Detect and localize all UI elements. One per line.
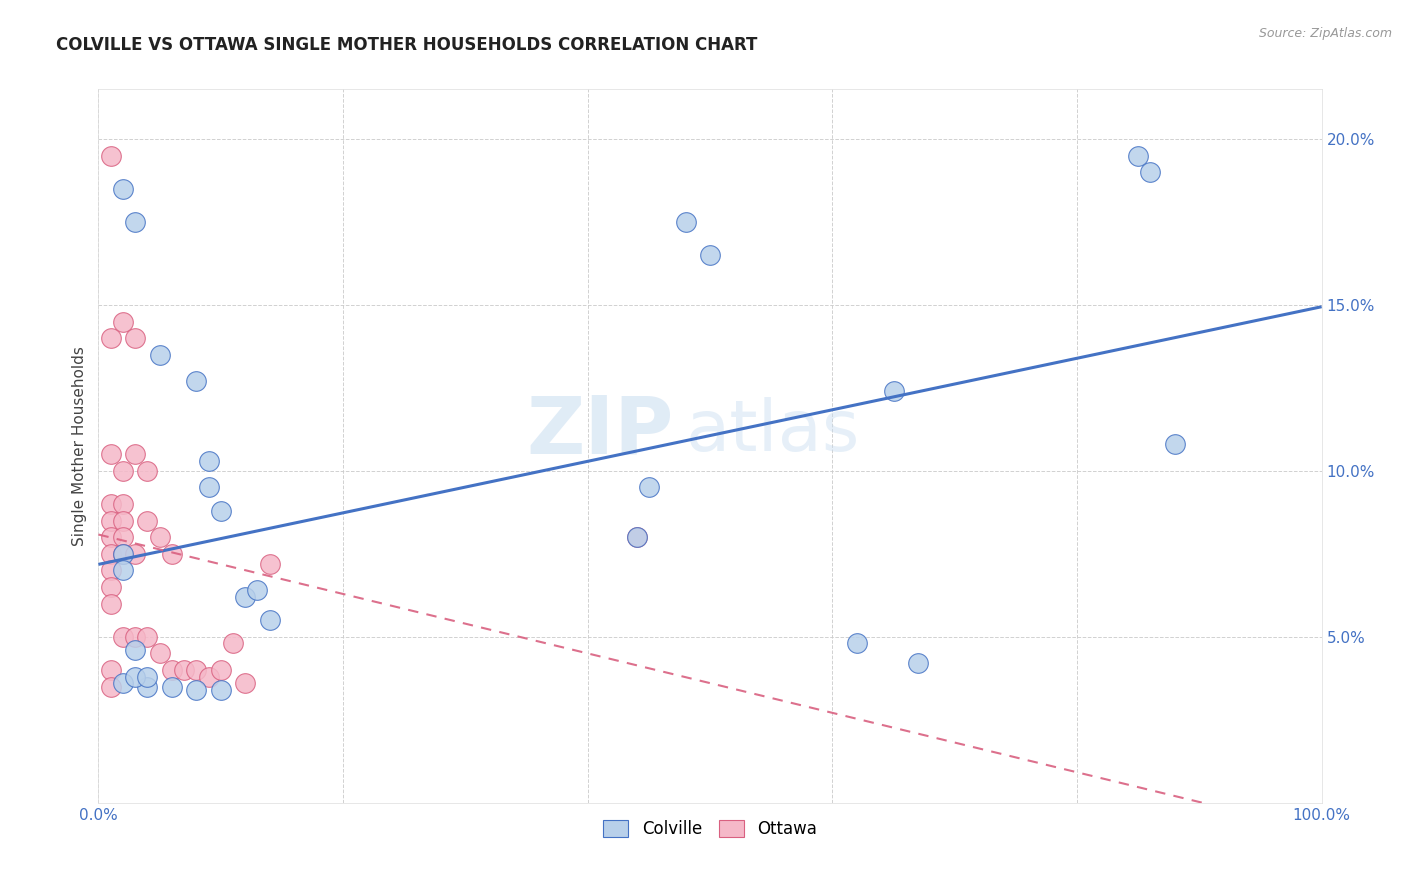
Text: Source: ZipAtlas.com: Source: ZipAtlas.com xyxy=(1258,27,1392,40)
Point xyxy=(246,583,269,598)
Point xyxy=(100,514,122,528)
Point xyxy=(136,670,159,684)
Point xyxy=(136,514,159,528)
Point xyxy=(197,454,219,468)
Point xyxy=(111,564,134,578)
Point xyxy=(1128,148,1150,162)
Point xyxy=(111,676,134,690)
Point xyxy=(845,636,868,650)
Point xyxy=(111,514,134,528)
Point xyxy=(1139,165,1161,179)
Point xyxy=(209,504,232,518)
Point xyxy=(124,547,146,561)
Point xyxy=(124,643,146,657)
Point xyxy=(233,590,256,604)
Point xyxy=(186,682,208,697)
Point xyxy=(100,663,122,677)
Point xyxy=(111,630,134,644)
Point xyxy=(111,530,134,544)
Point xyxy=(259,557,281,571)
Legend: Colville, Ottawa: Colville, Ottawa xyxy=(596,813,824,845)
Point xyxy=(111,182,134,196)
Point xyxy=(160,663,183,677)
Point xyxy=(626,530,648,544)
Point xyxy=(100,148,122,162)
Point xyxy=(136,680,159,694)
Text: COLVILLE VS OTTAWA SINGLE MOTHER HOUSEHOLDS CORRELATION CHART: COLVILLE VS OTTAWA SINGLE MOTHER HOUSEHO… xyxy=(56,36,758,54)
Point xyxy=(111,497,134,511)
Point xyxy=(100,564,122,578)
Point xyxy=(111,314,134,328)
Point xyxy=(173,663,195,677)
Point xyxy=(100,597,122,611)
Point xyxy=(626,530,648,544)
Point xyxy=(149,348,172,362)
Point xyxy=(883,384,905,399)
Point xyxy=(160,547,183,561)
Point xyxy=(186,374,208,388)
Text: ZIP: ZIP xyxy=(526,392,673,471)
Point xyxy=(100,447,122,461)
Point xyxy=(136,464,159,478)
Point xyxy=(186,663,208,677)
Point xyxy=(111,547,134,561)
Point xyxy=(100,497,122,511)
Point xyxy=(197,670,219,684)
Point xyxy=(637,481,661,495)
Point xyxy=(124,670,146,684)
Point xyxy=(675,215,697,229)
Point xyxy=(222,636,245,650)
Point xyxy=(124,331,146,345)
Point xyxy=(149,530,172,544)
Point xyxy=(124,630,146,644)
Point xyxy=(111,464,134,478)
Point xyxy=(100,547,122,561)
Y-axis label: Single Mother Households: Single Mother Households xyxy=(72,346,87,546)
Point xyxy=(197,481,219,495)
Point xyxy=(149,647,172,661)
Point xyxy=(100,331,122,345)
Point xyxy=(699,248,721,262)
Point xyxy=(124,215,146,229)
Point xyxy=(136,630,159,644)
Point xyxy=(160,680,183,694)
Point xyxy=(209,682,232,697)
Point xyxy=(100,580,122,594)
Point xyxy=(1164,437,1187,451)
Point xyxy=(233,676,256,690)
Point xyxy=(907,657,929,671)
Point xyxy=(100,530,122,544)
Point xyxy=(259,613,281,627)
Point xyxy=(124,447,146,461)
Point xyxy=(100,680,122,694)
Point xyxy=(111,547,134,561)
Point xyxy=(209,663,232,677)
Text: atlas: atlas xyxy=(686,397,860,467)
